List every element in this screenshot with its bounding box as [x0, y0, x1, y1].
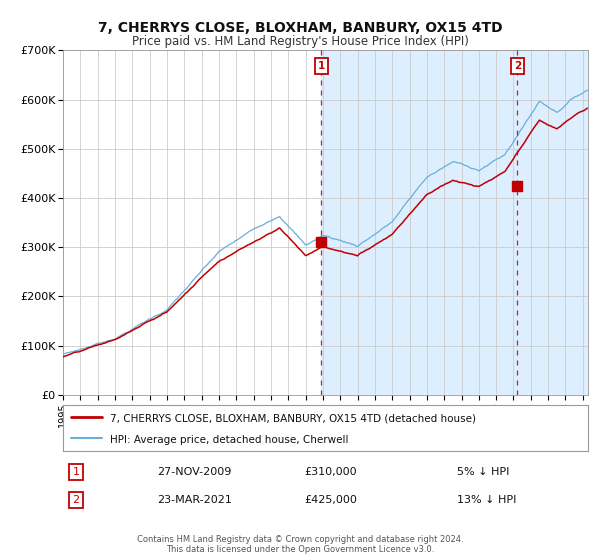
Text: 2: 2 [514, 61, 521, 71]
Text: 1: 1 [317, 61, 325, 71]
Text: 7, CHERRYS CLOSE, BLOXHAM, BANBURY, OX15 4TD (detached house): 7, CHERRYS CLOSE, BLOXHAM, BANBURY, OX15… [110, 414, 476, 424]
Text: 1: 1 [73, 467, 80, 477]
Text: £310,000: £310,000 [305, 467, 357, 477]
Text: HPI: Average price, detached house, Cherwell: HPI: Average price, detached house, Cher… [110, 435, 349, 445]
Text: Contains HM Land Registry data © Crown copyright and database right 2024.
This d: Contains HM Land Registry data © Crown c… [137, 535, 463, 554]
Bar [321, 50, 600, 395]
Text: Price paid vs. HM Land Registry's House Price Index (HPI): Price paid vs. HM Land Registry's House … [131, 35, 469, 48]
Text: 23-MAR-2021: 23-MAR-2021 [157, 495, 232, 505]
Text: 13% ↓ HPI: 13% ↓ HPI [457, 495, 516, 505]
Text: £425,000: £425,000 [305, 495, 358, 505]
Text: 7, CHERRYS CLOSE, BLOXHAM, BANBURY, OX15 4TD: 7, CHERRYS CLOSE, BLOXHAM, BANBURY, OX15… [98, 21, 502, 35]
Text: 27-NOV-2009: 27-NOV-2009 [157, 467, 232, 477]
Point [512, 181, 522, 190]
Text: 2: 2 [73, 495, 80, 505]
Text: 5% ↓ HPI: 5% ↓ HPI [457, 467, 509, 477]
Point [316, 238, 326, 247]
